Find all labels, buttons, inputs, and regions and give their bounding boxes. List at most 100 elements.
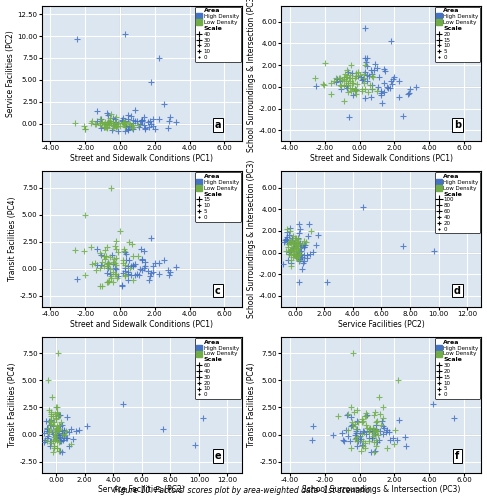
Point [296, 239, 304, 247]
Point [319, 80, 327, 88]
Point [363, 77, 371, 85]
Point [347, 86, 355, 94]
Point [109, 258, 116, 266]
Point [49, 421, 56, 429]
Point [353, 416, 361, 424]
Point [288, 234, 296, 242]
Point [101, 246, 109, 254]
Point [131, 117, 139, 125]
Point [294, 234, 301, 242]
Point [383, 426, 391, 434]
Legend: Area, High Density, Low Density, Scale, 20, 15, 10, 5, 0: Area, High Density, Low Density, Scale, … [434, 6, 480, 62]
Point [390, 434, 397, 442]
Point [124, 112, 131, 120]
Point [107, 252, 114, 260]
Point [94, 107, 101, 115]
Point [131, 271, 139, 279]
Point [96, 264, 104, 272]
Point [289, 238, 297, 246]
Point [105, 260, 113, 268]
Point [366, 428, 374, 436]
Point [104, 118, 112, 126]
Point [348, 421, 356, 429]
Point [361, 54, 369, 62]
Point [56, 411, 64, 419]
Point [356, 448, 364, 456]
Point [55, 428, 63, 436]
Point [297, 250, 304, 258]
Point [47, 421, 55, 429]
Point [102, 118, 110, 126]
Point [87, 119, 95, 127]
Point [380, 424, 388, 432]
Point [121, 30, 129, 38]
Point [41, 436, 49, 444]
Point [291, 251, 299, 259]
Point [368, 70, 376, 78]
Point [108, 274, 115, 282]
Point [55, 448, 63, 456]
Point [284, 240, 292, 248]
Point [43, 428, 51, 436]
Point [290, 239, 298, 247]
Legend: Area, High Density, Low Density, Scale, 40, 30, 20, 10, 0: Area, High Density, Low Density, Scale, … [195, 6, 241, 62]
Point [125, 238, 132, 246]
Point [44, 424, 52, 432]
Point [164, 124, 172, 132]
X-axis label: Service Facilities (PC2): Service Facilities (PC2) [338, 320, 425, 328]
Point [365, 438, 373, 446]
Point [54, 412, 62, 420]
Text: b: b [454, 120, 461, 130]
Point [371, 60, 378, 68]
Point [147, 120, 155, 128]
Point [124, 276, 131, 284]
Point [47, 420, 55, 428]
Point [282, 238, 290, 246]
Point [149, 122, 157, 130]
Point [363, 412, 371, 420]
Point [353, 436, 360, 444]
Point [382, 428, 390, 436]
Point [294, 252, 302, 260]
Point [84, 422, 92, 430]
Point [129, 123, 137, 131]
Point [412, 82, 420, 90]
Point [140, 112, 148, 120]
Point [124, 125, 131, 133]
Point [380, 78, 388, 86]
Point [119, 259, 127, 267]
Point [124, 270, 131, 278]
Point [45, 406, 53, 414]
Point [43, 424, 51, 432]
Point [107, 116, 114, 124]
Point [109, 120, 116, 128]
Point [119, 114, 127, 122]
Point [120, 246, 128, 254]
Point [96, 120, 104, 128]
Point [380, 88, 388, 96]
Point [280, 238, 288, 246]
Point [342, 77, 350, 85]
Point [107, 118, 115, 126]
Point [141, 258, 149, 266]
Point [50, 442, 57, 450]
Point [377, 91, 385, 99]
Legend: Area, High Density, Low Density, Scale, 15, 10, 5, 0: Area, High Density, Low Density, Scale, … [195, 172, 241, 222]
Point [300, 243, 308, 251]
Y-axis label: Service Facilities (PC2): Service Facilities (PC2) [5, 30, 15, 117]
Point [300, 241, 307, 249]
Point [358, 426, 366, 434]
Point [333, 76, 341, 84]
Point [351, 431, 358, 439]
Point [56, 422, 64, 430]
Point [377, 421, 385, 429]
Point [332, 78, 340, 86]
Point [121, 122, 129, 130]
Point [104, 264, 112, 272]
Point [51, 430, 58, 438]
Point [300, 251, 308, 259]
Point [109, 119, 116, 127]
Point [450, 414, 457, 422]
Point [296, 226, 303, 234]
Point [80, 246, 88, 254]
